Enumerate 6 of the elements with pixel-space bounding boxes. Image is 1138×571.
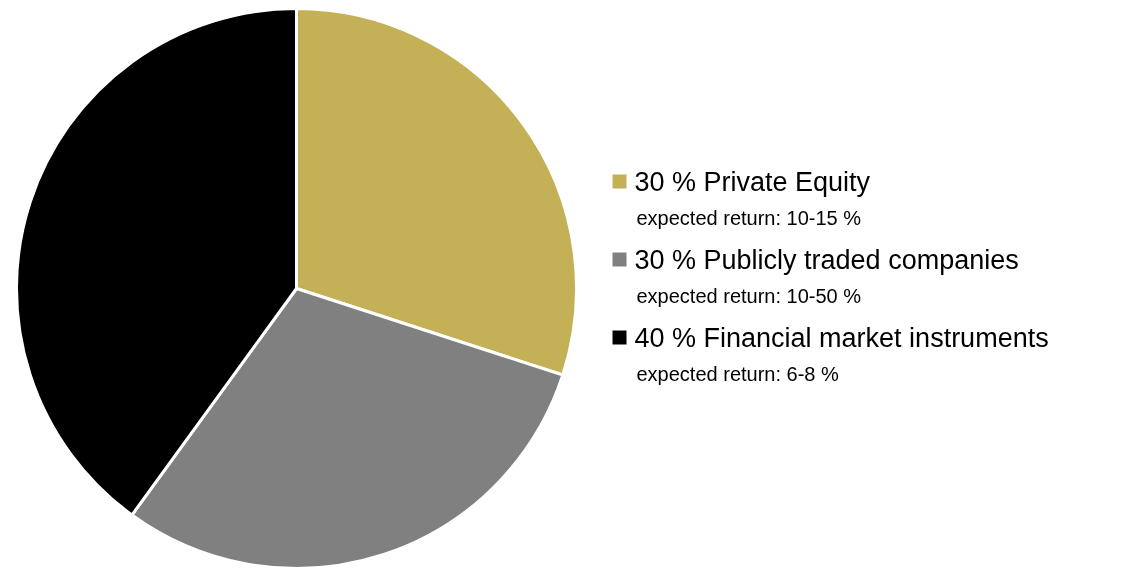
text: expected return: 10-50 % [636, 284, 862, 307]
legend-label: 30 % Publicly traded companies [634, 244, 1019, 275]
text: expected return: 10-15 % [636, 206, 862, 229]
legend-label: 40 % Financial market instruments [634, 322, 1049, 353]
legend-label: 30 % Private Equity [634, 166, 871, 197]
text: expected return: 6-8 % [636, 362, 840, 385]
